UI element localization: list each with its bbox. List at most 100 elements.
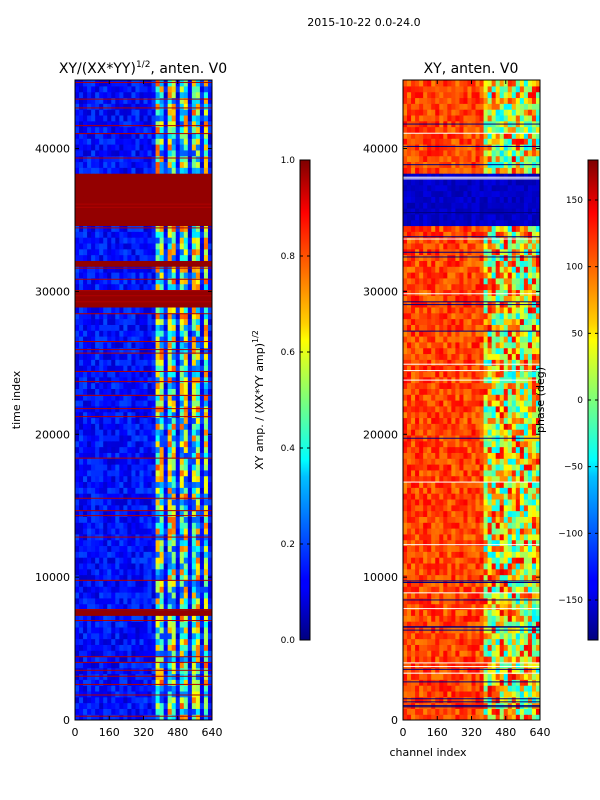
heatmap-cell — [127, 359, 133, 366]
heatmap-cell — [111, 632, 116, 640]
heatmap-cell — [135, 516, 141, 523]
heatmap-cell — [431, 597, 436, 605]
heatmap-cell — [147, 289, 153, 296]
heatmap-cell — [511, 685, 517, 692]
heatmap-cell — [147, 696, 153, 704]
heatmap-cell — [127, 551, 133, 558]
heatmap-cell — [487, 615, 493, 622]
heatmap-cell — [115, 400, 120, 407]
heatmap-cell — [155, 597, 161, 605]
heatmap-cell — [403, 667, 408, 675]
heatmap-cell — [423, 522, 428, 529]
heatmap-cell — [83, 679, 88, 686]
heatmap-cell — [195, 696, 201, 704]
heatmap-cell — [83, 341, 88, 349]
heatmap-cell — [195, 411, 201, 419]
heatmap-cell — [183, 254, 189, 261]
heatmap-cell — [195, 685, 201, 692]
heatmap-cell — [455, 568, 461, 576]
heatmap-cell — [151, 696, 157, 704]
heatmap-cell — [207, 306, 212, 314]
heatmap-cell — [199, 173, 205, 180]
heatmap-cell — [119, 318, 124, 325]
heatmap-cell — [167, 167, 173, 174]
heatmap-cell — [419, 685, 424, 692]
heatmap-cell — [135, 196, 141, 203]
heatmap-cell — [119, 446, 124, 453]
heatmap-cell — [419, 696, 424, 704]
heatmap-cell — [91, 126, 96, 133]
heatmap-cell — [95, 667, 100, 675]
heatmap-cell — [83, 440, 88, 448]
heatmap-cell — [179, 277, 185, 285]
heatmap-cell — [459, 661, 465, 669]
heatmap-cell — [167, 650, 173, 657]
heatmap-cell — [203, 388, 209, 395]
heatmap-cell — [531, 644, 537, 651]
heatmap-cell — [147, 318, 153, 325]
heatmap-cell — [75, 225, 80, 232]
heatmap-cell — [471, 685, 477, 692]
heatmap-cell — [431, 562, 436, 570]
heatmap-cell — [103, 341, 108, 349]
heatmap-cell — [155, 557, 161, 564]
heatmap-cell — [163, 528, 169, 535]
heatmap-cell — [203, 487, 209, 494]
heatmap-cell — [83, 178, 88, 186]
heatmap-cell — [131, 231, 137, 238]
heatmap-cell — [151, 562, 157, 570]
heatmap-cell — [203, 196, 209, 203]
heatmap-cell — [507, 574, 513, 581]
heatmap-cell — [179, 574, 185, 581]
heatmap-cell — [159, 394, 165, 401]
heatmap-cell — [131, 114, 137, 122]
heatmap-cell — [147, 685, 153, 692]
heatmap-cell — [99, 557, 104, 564]
heatmap-cell — [91, 132, 96, 139]
heatmap-cell — [171, 539, 177, 547]
heatmap-cell — [119, 539, 124, 547]
heatmap-cell — [443, 690, 448, 698]
heatmap-cell — [83, 685, 88, 692]
heatmap-cell — [115, 272, 120, 279]
heatmap-cell — [87, 109, 92, 116]
heatmap-cell — [75, 318, 80, 325]
heatmap-cell — [503, 557, 509, 564]
heatmap-cell — [167, 336, 173, 343]
heatmap-cell — [507, 621, 513, 628]
heatmap-cell — [139, 615, 145, 622]
heatmap-cell — [207, 661, 212, 669]
heatmap-cell — [507, 562, 513, 570]
heatmap-cell — [179, 237, 185, 244]
heatmap-cell — [139, 592, 145, 599]
heatmap-cell — [451, 638, 456, 645]
heatmap-cell — [195, 365, 201, 372]
heatmap-cell — [171, 103, 177, 110]
heatmap-cell — [159, 353, 165, 360]
heatmap-cell — [151, 679, 157, 686]
heatmap-cell — [147, 283, 153, 291]
heatmap-cell — [115, 196, 120, 203]
heatmap-cell — [507, 690, 513, 698]
heatmap-cell — [171, 324, 177, 331]
heatmap-cell — [127, 475, 133, 483]
heatmap-cell — [75, 144, 80, 151]
heatmap-cell — [519, 685, 525, 692]
heatmap-cell — [115, 266, 120, 273]
heatmap-cell — [527, 568, 533, 576]
heatmap-cell — [183, 231, 189, 238]
heatmap-cell — [443, 685, 448, 692]
heatmap-cell — [75, 545, 80, 552]
heatmap-cell — [191, 295, 197, 302]
heatmap-cell — [207, 260, 212, 267]
heatmap-cell — [111, 272, 116, 279]
heatmap-cell — [207, 248, 212, 256]
heatmap-cell — [99, 161, 104, 168]
heatmap-cell — [119, 301, 124, 308]
heatmap-cell — [123, 283, 128, 291]
heatmap-cell — [151, 551, 157, 558]
heatmap-cell — [103, 306, 108, 314]
heatmap-cell — [427, 656, 432, 663]
heatmap-cell — [207, 365, 212, 372]
heatmap-cell — [103, 597, 108, 605]
